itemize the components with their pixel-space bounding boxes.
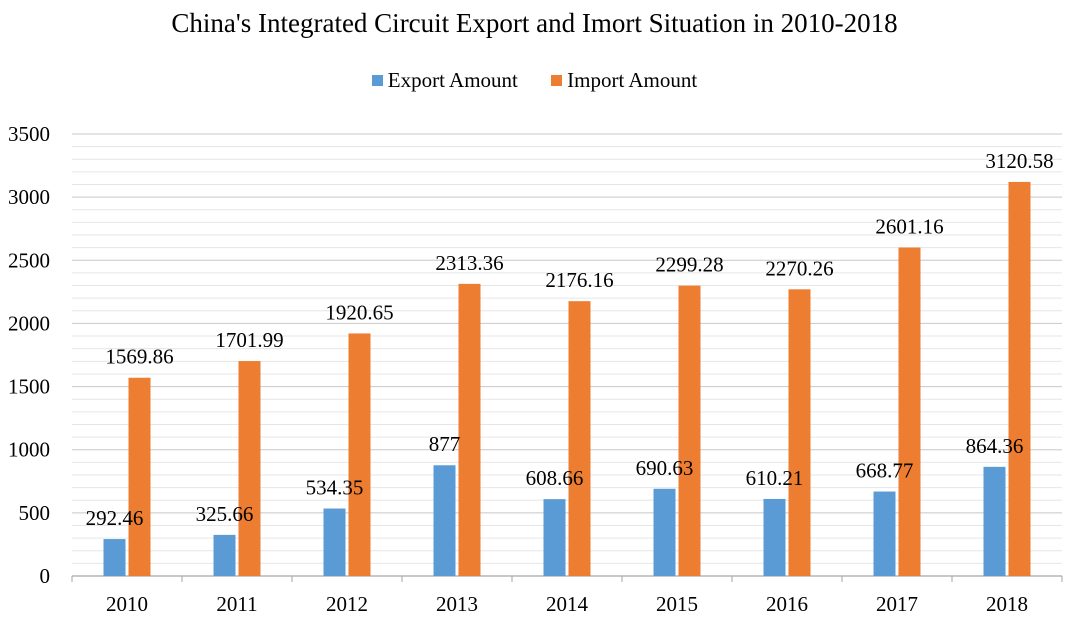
bar-import — [568, 301, 591, 576]
x-tick-label: 2014 — [546, 592, 589, 616]
x-tick-label: 2013 — [436, 592, 478, 616]
bars — [103, 181, 1031, 576]
bar-export — [103, 539, 126, 576]
data-label-import: 1569.86 — [105, 345, 173, 369]
data-label-export: 877 — [429, 432, 461, 456]
chart-title: China's Integrated Circuit Export and Im… — [171, 8, 898, 38]
legend-label-export: Export Amount — [387, 68, 518, 92]
bar-import — [788, 289, 811, 576]
y-tick-label: 1500 — [8, 375, 50, 399]
bar-export — [213, 534, 236, 576]
x-tick-label: 2015 — [656, 592, 698, 616]
data-label-import: 3120.58 — [985, 149, 1053, 173]
y-tick-label: 2000 — [8, 311, 50, 335]
bar-import — [128, 377, 151, 576]
bar-import — [458, 283, 481, 576]
data-label-export: 668.77 — [856, 459, 914, 483]
data-label-import: 2313.36 — [435, 251, 503, 275]
bar-import — [348, 333, 371, 576]
data-label-import: 2270.26 — [765, 256, 833, 280]
data-label-export: 292.46 — [86, 506, 144, 530]
legend: Export Amount Import Amount — [0, 68, 1069, 93]
y-tick-label: 3500 — [8, 122, 50, 146]
gridlines — [72, 133, 1062, 564]
bar-import — [1008, 181, 1031, 576]
bar-export — [983, 466, 1006, 576]
legend-item-export: Export Amount — [371, 68, 518, 93]
bar-export — [543, 499, 566, 576]
bar-export — [763, 498, 786, 576]
legend-swatch-export — [371, 75, 383, 86]
data-labels: 292.46 1569.86 325.66 1701.99 534.35 1920.65 8… — [86, 149, 1054, 530]
x-tick-label: 2010 — [106, 592, 148, 616]
y-tick-label: 2500 — [8, 248, 50, 272]
legend-swatch-import — [551, 75, 563, 86]
y-tick-label: 500 — [19, 501, 51, 525]
x-tick-label: 2012 — [326, 592, 368, 616]
data-label-import: 1920.65 — [325, 300, 393, 324]
y-tick-label: 3000 — [8, 185, 50, 209]
data-label-export: 864.36 — [966, 434, 1024, 458]
bar-export — [653, 488, 676, 576]
x-tick-label: 2011 — [216, 592, 257, 616]
data-label-export: 325.66 — [196, 502, 254, 526]
data-label-import: 2601.16 — [875, 215, 943, 239]
bar-export — [433, 465, 456, 576]
data-label-import: 1701.99 — [215, 328, 283, 352]
bar-export — [873, 491, 896, 576]
data-label-export: 610.21 — [746, 466, 804, 490]
bar-import — [898, 247, 921, 576]
data-label-export: 690.63 — [636, 456, 694, 480]
legend-label-import: Import Amount — [567, 68, 698, 92]
bar-export — [323, 508, 346, 576]
data-label-export: 534.35 — [306, 476, 364, 500]
x-tick-label: 2018 — [986, 592, 1028, 616]
data-label-export: 608.66 — [526, 466, 584, 490]
axes: 0 500 1000 1500 2000 2500 3000 3500 2010 2011 2012… — [8, 122, 1063, 616]
legend-item-import: Import Amount — [551, 68, 697, 93]
x-tick-label: 2017 — [876, 592, 918, 616]
data-label-import: 2299.28 — [655, 253, 723, 277]
bar-import — [238, 361, 261, 576]
y-tick-label: 0 — [40, 564, 51, 588]
data-label-import: 2176.16 — [545, 268, 613, 292]
bar-import — [678, 285, 701, 576]
y-tick-label: 1000 — [8, 438, 50, 462]
x-tick-label: 2016 — [766, 592, 808, 616]
